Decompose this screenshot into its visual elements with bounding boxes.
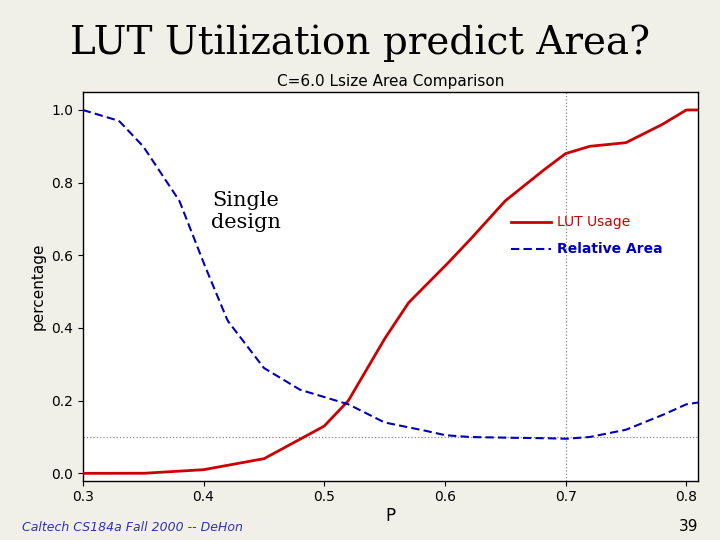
Text: LUT Utilization predict Area?: LUT Utilization predict Area? [70,24,650,62]
Text: LUT Usage: LUT Usage [557,215,630,229]
Text: 39: 39 [679,518,698,534]
Text: Caltech CS184a Fall 2000 -- DeHon: Caltech CS184a Fall 2000 -- DeHon [22,521,243,534]
Text: Single
design: Single design [211,191,281,232]
X-axis label: P: P [385,507,396,525]
Title: C=6.0 Lsize Area Comparison: C=6.0 Lsize Area Comparison [277,74,504,89]
Text: Relative Area: Relative Area [557,242,662,256]
Y-axis label: percentage: percentage [30,242,45,330]
